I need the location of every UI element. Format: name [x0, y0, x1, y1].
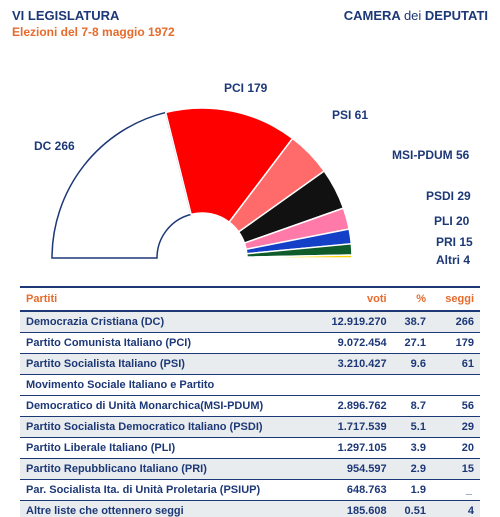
table-row: Partito Liberale Italiano (PLI)1.297.105… — [20, 438, 480, 459]
slice-dc — [52, 112, 191, 258]
election-date: Elezioni del 7-8 maggio 1972 — [12, 25, 175, 39]
cell-seats: 29 — [432, 417, 480, 438]
table-header-row: Partiti voti % seggi — [20, 288, 480, 311]
chamber-prefix: CAMERA — [344, 8, 404, 23]
cell-votes: 9.072.454 — [314, 333, 393, 354]
cell-party: Partito Socialista Democratico Italiano … — [20, 417, 314, 438]
table-row: Democratico di Unità Monarchica(MSI-PDUM… — [20, 396, 480, 417]
table-row: Par. Socialista Ita. di Unità Proletaria… — [20, 480, 480, 501]
cell-pct: 27.1 — [393, 333, 432, 354]
slice-label-altri: Altri 4 — [436, 253, 470, 267]
table-row: Partito Comunista Italiano (PCI)9.072.45… — [20, 333, 480, 354]
col-votes: voti — [314, 288, 393, 311]
chamber-title: CAMERA dei DEPUTATI — [344, 8, 488, 23]
cell-seats: _ — [432, 480, 480, 501]
cell-party: Par. Socialista Ita. di Unità Proletaria… — [20, 480, 314, 501]
chamber-mid: dei — [404, 8, 425, 23]
cell-pct: 2.9 — [393, 459, 432, 480]
cell-pct: 38.7 — [393, 311, 432, 333]
table-row: Partito Repubblicano Italiano (PRI)954.5… — [20, 459, 480, 480]
cell-votes: 1.717.539 — [314, 417, 393, 438]
cell-votes: 954.597 — [314, 459, 393, 480]
slice-label-pri: PRI 15 — [436, 235, 473, 249]
cell-party: Partito Liberale Italiano (PLI) — [20, 438, 314, 459]
cell-party: Democratico di Unità Monarchica(MSI-PDUM… — [20, 396, 314, 417]
table-row: Movimento Sociale Italiano e Partito — [20, 375, 480, 396]
cell-pct: 1.9 — [393, 480, 432, 501]
cell-party: Partito Socialista Italiano (PSI) — [20, 354, 314, 375]
cell-seats: 266 — [432, 311, 480, 333]
legislature-title: VI LEGISLATURA — [12, 8, 175, 23]
cell-votes: 648.763 — [314, 480, 393, 501]
cell-votes: 2.896.762 — [314, 396, 393, 417]
header: VI LEGISLATURA Elezioni del 7-8 maggio 1… — [12, 8, 488, 39]
cell-votes — [314, 375, 393, 396]
cell-seats: 15 — [432, 459, 480, 480]
cell-party: Movimento Sociale Italiano e Partito — [20, 375, 314, 396]
cell-pct: 0.51 — [393, 501, 432, 517]
cell-seats: 56 — [432, 396, 480, 417]
seat-chart: DC 266 PCI 179 PSI 61 MSI-PDUM 56 PSDI 29 PLI… — [12, 43, 488, 278]
col-seats: seggi — [432, 288, 480, 311]
col-party: Partiti — [20, 288, 314, 311]
cell-pct — [393, 375, 432, 396]
cell-seats: 179 — [432, 333, 480, 354]
cell-pct: 5.1 — [393, 417, 432, 438]
cell-votes: 12.919.270 — [314, 311, 393, 333]
table-row: Partito Socialista Italiano (PSI)3.210.4… — [20, 354, 480, 375]
cell-seats: 20 — [432, 438, 480, 459]
chamber-bold: DEPUTATI — [425, 8, 488, 23]
table-row: Democrazia Cristiana (DC)12.919.27038.72… — [20, 311, 480, 333]
header-left: VI LEGISLATURA Elezioni del 7-8 maggio 1… — [12, 8, 175, 39]
cell-party: Democrazia Cristiana (DC) — [20, 311, 314, 333]
results-table: Partiti voti % seggi Democrazia Cristian… — [20, 288, 480, 517]
table-row: Altre liste che ottennero seggi185.6080.… — [20, 501, 480, 517]
slice-label-msi: MSI-PDUM 56 — [392, 148, 469, 162]
slice-label-pci: PCI 179 — [224, 81, 267, 95]
cell-pct: 8.7 — [393, 396, 432, 417]
col-pct: % — [393, 288, 432, 311]
cell-votes: 185.608 — [314, 501, 393, 517]
cell-party: Partito Repubblicano Italiano (PRI) — [20, 459, 314, 480]
cell-pct: 3.9 — [393, 438, 432, 459]
cell-party: Partito Comunista Italiano (PCI) — [20, 333, 314, 354]
cell-votes: 1.297.105 — [314, 438, 393, 459]
slice-label-psdi: PSDI 29 — [426, 189, 471, 203]
cell-party: Altre liste che ottennero seggi — [20, 501, 314, 517]
table-row: Partito Socialista Democratico Italiano … — [20, 417, 480, 438]
cell-seats: 61 — [432, 354, 480, 375]
slice-label-pli: PLI 20 — [434, 214, 469, 228]
slice-label-dc: DC 266 — [34, 139, 75, 153]
cell-votes: 3.210.427 — [314, 354, 393, 375]
cell-pct: 9.6 — [393, 354, 432, 375]
slice-label-psi: PSI 61 — [332, 108, 368, 122]
cell-seats — [432, 375, 480, 396]
cell-seats: 4 — [432, 501, 480, 517]
